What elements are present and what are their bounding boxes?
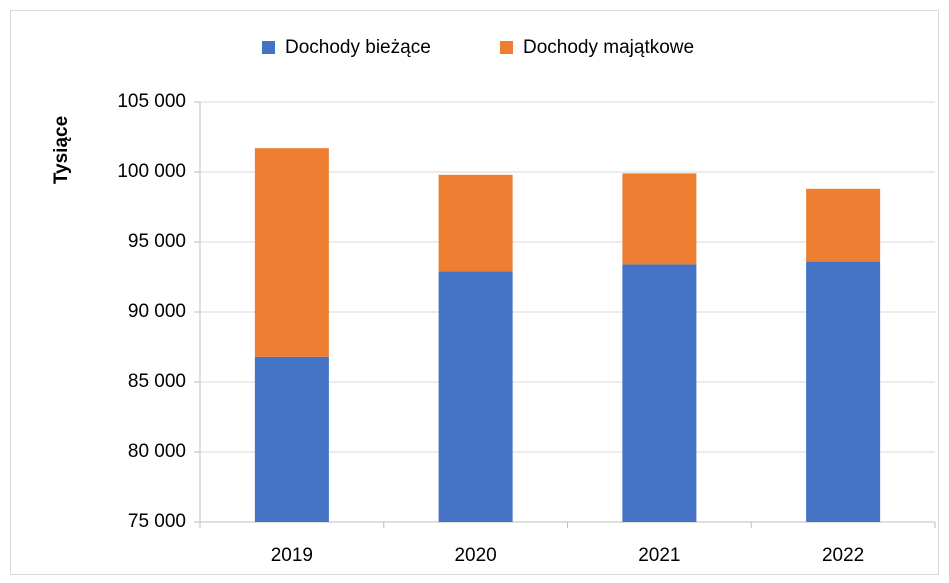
legend-swatch xyxy=(500,41,513,54)
y-tick-label: 80 000 xyxy=(128,441,186,462)
bar xyxy=(622,264,697,522)
y-tick-label: 85 000 xyxy=(128,371,186,392)
bar xyxy=(622,173,697,265)
y-tick-label: 100 000 xyxy=(117,161,186,182)
legend-label: Dochody bieżące xyxy=(285,37,431,58)
y-axis-title: Tysiące xyxy=(51,116,72,184)
bar xyxy=(806,261,881,522)
y-tick-label: 75 000 xyxy=(128,511,186,532)
bar xyxy=(438,271,513,522)
legend-label: Dochody majątkowe xyxy=(523,37,694,58)
bar xyxy=(806,188,881,262)
y-tick-label: 90 000 xyxy=(128,301,186,322)
x-tick-label: 2020 xyxy=(454,545,496,566)
x-tick-label: 2019 xyxy=(271,545,313,566)
legend-swatch xyxy=(262,41,275,54)
x-tick-label: 2022 xyxy=(822,545,864,566)
x-tick-label: 2021 xyxy=(638,545,680,566)
bar xyxy=(438,174,513,272)
y-tick-label: 95 000 xyxy=(128,231,186,252)
bar xyxy=(254,148,329,357)
y-tick-label: 105 000 xyxy=(117,91,186,112)
bar xyxy=(254,356,329,522)
